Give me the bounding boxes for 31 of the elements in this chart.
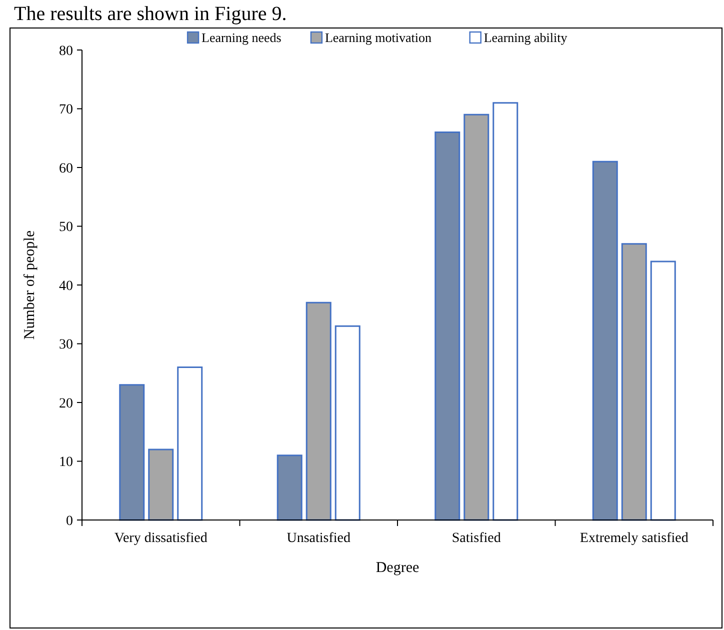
y-tick-label: 20 bbox=[59, 396, 73, 412]
bar bbox=[650, 260, 676, 521]
bar bbox=[464, 114, 490, 521]
x-tick-label: Unsatisfied bbox=[286, 531, 351, 546]
bar bbox=[592, 160, 618, 521]
legend-label: Learning needs bbox=[202, 30, 282, 45]
y-tick-label: 30 bbox=[59, 338, 73, 353]
bar bbox=[119, 384, 145, 521]
bar bbox=[148, 448, 174, 521]
y-tick-label: 60 bbox=[59, 161, 73, 176]
legend-label: Learning motivation bbox=[324, 30, 432, 45]
bar bbox=[492, 102, 518, 521]
bar bbox=[621, 243, 647, 521]
legend-label: Learning ability bbox=[484, 30, 568, 45]
bar bbox=[276, 454, 302, 521]
y-tick-label: 80 bbox=[59, 44, 73, 59]
bar bbox=[334, 325, 360, 521]
bar bbox=[434, 132, 460, 521]
y-tick-label: 0 bbox=[66, 514, 73, 529]
bar bbox=[306, 302, 332, 521]
y-tick-label: 70 bbox=[59, 102, 73, 118]
y-axis-title: Number of people bbox=[22, 230, 38, 340]
x-tick-label: Very dissatisfied bbox=[114, 531, 208, 546]
y-tick-label: 50 bbox=[59, 220, 73, 236]
x-tick-label: Satisfied bbox=[452, 531, 501, 546]
bar bbox=[177, 366, 203, 521]
x-axis-title: Degree bbox=[376, 560, 420, 576]
text: The results are shown in Figure 9. bbox=[14, 3, 287, 25]
x-tick-label: Extremely satisfied bbox=[580, 531, 688, 546]
y-tick-label: 10 bbox=[59, 455, 73, 470]
y-tick-label: 40 bbox=[59, 278, 73, 294]
